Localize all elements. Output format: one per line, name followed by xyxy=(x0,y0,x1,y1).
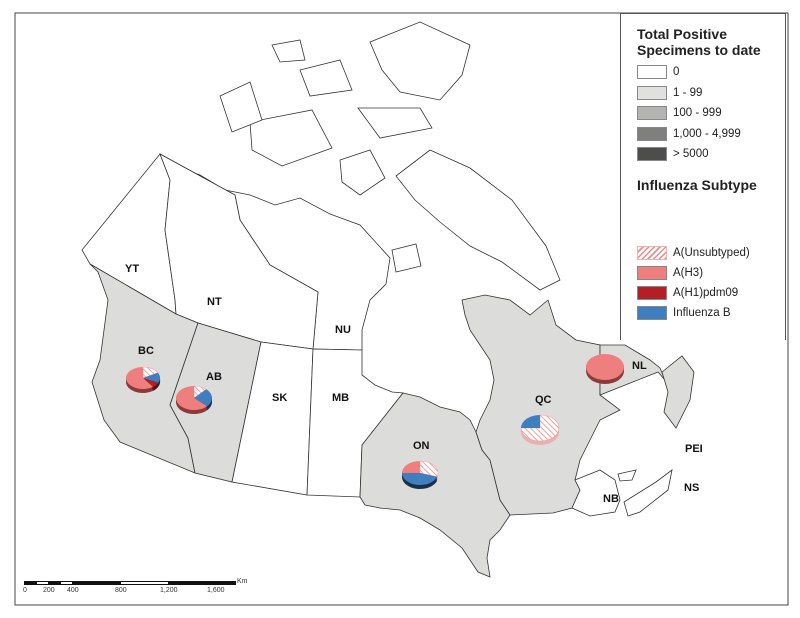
legend-class-2: 100 - 999 xyxy=(637,106,722,120)
label-NB: NB xyxy=(603,493,619,505)
label-YT: YT xyxy=(125,263,139,275)
swatch xyxy=(637,106,667,120)
pie-slice-Influenza B xyxy=(194,389,212,407)
swatch xyxy=(637,306,667,320)
pie-slice-A(H1)pdm09 xyxy=(143,378,159,387)
pie-QC xyxy=(520,414,560,445)
pie-slice-A(Unsubtyped) xyxy=(142,366,159,379)
legend-class-4: > 5000 xyxy=(637,147,709,161)
scale-tick: 0 xyxy=(23,587,27,594)
scale-tick: 1,200 xyxy=(160,587,178,594)
scale-unit: Km xyxy=(237,578,248,585)
pie-NL xyxy=(586,354,624,384)
pie-slice-A(Unsubtyped) xyxy=(520,414,560,442)
pie-AB xyxy=(175,385,213,415)
province-NB xyxy=(571,469,621,517)
pie-slice-Influenza B xyxy=(143,372,161,383)
label-NL: NL xyxy=(632,360,647,372)
label-QC: QC xyxy=(535,394,552,406)
pie-slice-A(H3) xyxy=(126,367,153,389)
map-frame xyxy=(14,12,789,606)
legend-subtype-h3: A(H3) xyxy=(637,266,703,280)
pie-slice-A(Unsubtyped) xyxy=(419,460,439,478)
label-MB: MB xyxy=(332,392,349,404)
label-ON: ON xyxy=(413,440,430,452)
legend-subtype-unsubtyped: A(Unsubtyped) xyxy=(637,246,750,260)
swatch xyxy=(637,266,667,280)
province-ON xyxy=(359,392,511,578)
province-labels: YT NT NU BC AB SK MB ON QC NL NB PEI NS xyxy=(125,263,703,505)
scale-bar xyxy=(24,581,236,585)
legend: Total Positive Specimens to date 0 1 - 99… xyxy=(620,13,786,340)
label-NS: NS xyxy=(684,482,699,494)
legend-subtype-title: Influenza Subtype xyxy=(637,177,757,193)
swatch xyxy=(637,65,667,79)
swatch xyxy=(637,147,667,161)
scale-tick: 800 xyxy=(115,587,127,594)
legend-subtype-b: Influenza B xyxy=(637,306,731,320)
legend-total-title: Total Positive Specimens to date xyxy=(637,26,761,58)
pie-slice-A(H3) xyxy=(586,354,624,380)
label-NU: NU xyxy=(335,324,351,336)
label-SK: SK xyxy=(272,392,287,404)
legend-class-1: 1 - 99 xyxy=(637,86,702,100)
province-PEI xyxy=(617,469,637,482)
label-PEI: PEI xyxy=(685,443,703,455)
province-MB xyxy=(306,348,404,498)
swatch xyxy=(637,127,667,141)
legend-class-3: 1,000 - 4,999 xyxy=(637,127,741,141)
pie-slice-A(H3) xyxy=(175,386,208,410)
arctic-islands xyxy=(219,21,561,291)
swatch xyxy=(637,246,667,260)
pie-slice-A(H3) xyxy=(402,461,420,473)
province-NL-island xyxy=(661,355,695,429)
scale-tick: 400 xyxy=(67,587,79,594)
swatch xyxy=(637,86,667,100)
scale-tick: 1,600 xyxy=(207,587,225,594)
label-NT: NT xyxy=(207,296,222,308)
pie-BC xyxy=(126,366,161,393)
pie-ON xyxy=(402,460,439,490)
pie-slice-A(Unsubtyped) xyxy=(193,385,207,399)
pie-slice-Influenza B xyxy=(402,473,438,485)
swatch xyxy=(637,286,667,300)
legend-subtype-h1: A(H1)pdm09 xyxy=(637,286,738,300)
scale-tick: 200 xyxy=(43,587,55,594)
pie-slice-Influenza B xyxy=(521,415,540,428)
legend-class-0: 0 xyxy=(637,65,679,79)
provinces xyxy=(81,153,695,578)
label-AB: AB xyxy=(206,371,222,383)
province-NS xyxy=(623,469,673,517)
label-BC: BC xyxy=(138,345,154,357)
